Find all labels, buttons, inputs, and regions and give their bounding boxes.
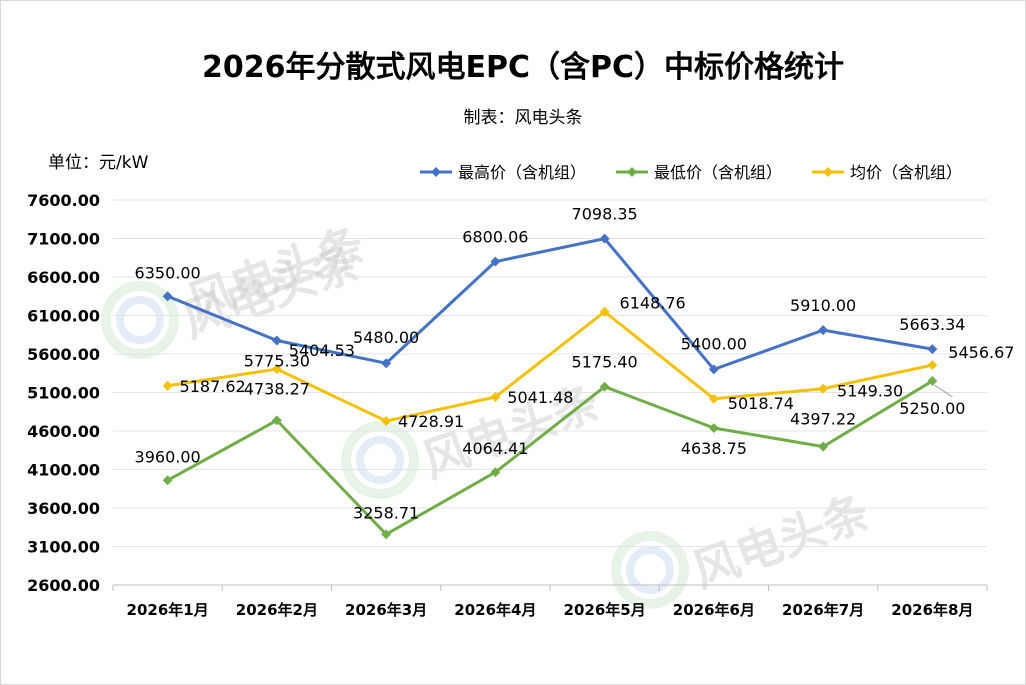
series-0-data-label: 5400.00 xyxy=(681,334,747,353)
series-0-data-label: 7098.35 xyxy=(572,205,638,224)
series-1-point xyxy=(381,529,392,540)
legend-marker-1 xyxy=(627,167,637,177)
series-2-data-label: 5404.53 xyxy=(289,341,355,360)
series-0-point xyxy=(162,291,173,302)
series-2-data-label: 5018.74 xyxy=(728,394,794,413)
series-2-point xyxy=(818,383,829,394)
series-1-point xyxy=(271,415,282,426)
series-2-data-label: 5149.30 xyxy=(837,382,903,401)
series-group xyxy=(162,233,938,540)
series-1-point xyxy=(708,423,719,433)
y-tick-label: 7100.00 xyxy=(27,230,100,249)
series-1-point xyxy=(818,441,829,452)
y-tick-label: 5600.00 xyxy=(27,345,100,364)
series-0-point xyxy=(599,233,610,244)
x-tick-label: 2026年2月 xyxy=(236,601,318,619)
watermark-logo-icon xyxy=(611,531,689,609)
series-0-point xyxy=(927,344,938,355)
series-1-data-label: 4638.75 xyxy=(681,439,747,458)
series-0-data-label: 6800.06 xyxy=(462,228,528,247)
series-0-data-label: 5775.30 xyxy=(244,352,310,371)
series-0-point xyxy=(818,325,829,336)
y-tick-label: 5100.00 xyxy=(27,384,100,403)
series-1-data-label: 5250.00 xyxy=(899,399,965,418)
series-2-data-label: 5456.67 xyxy=(948,343,1014,362)
legend-marker-0 xyxy=(431,167,441,177)
series-2-point xyxy=(162,380,173,391)
series-line-2 xyxy=(167,310,933,423)
series-2-point xyxy=(927,360,938,370)
x-tick-label: 2026年1月 xyxy=(127,601,209,619)
series-2-data-label: 5187.62 xyxy=(180,377,246,396)
series-1-data-label: 3258.71 xyxy=(353,503,419,522)
watermark-text: 风电头条 xyxy=(685,485,876,599)
y-tick-label: 3600.00 xyxy=(27,499,100,518)
legend-label-1: 最低价（含机组） xyxy=(654,163,782,182)
series-0-point xyxy=(271,335,282,346)
legend-label-0: 最高价（含机组） xyxy=(458,163,586,182)
y-tick-label: 4100.00 xyxy=(27,461,100,480)
y-tick-label: 6600.00 xyxy=(27,268,100,287)
unit-label: 单位：元/kW xyxy=(48,153,149,173)
watermark-logo-inner-icon xyxy=(356,436,404,484)
series-2-point xyxy=(708,393,719,404)
series-1-data-label: 3960.00 xyxy=(135,447,201,466)
y-tick-label: 4600.00 xyxy=(27,422,100,441)
legend-marker-2 xyxy=(823,167,833,177)
watermark-logo-icon xyxy=(341,421,419,499)
watermark-logo-inner-icon xyxy=(626,546,674,594)
legend: 最高价（含机组） 最低价（含机组） 均价（含机组） xyxy=(420,163,962,182)
x-tick-label: 2026年8月 xyxy=(891,601,973,619)
x-tick-label: 2026年5月 xyxy=(564,601,646,619)
legend-label-2: 均价（含机组） xyxy=(850,163,962,182)
series-0-data-label: 5663.34 xyxy=(899,315,965,334)
series-0-data-label: 6350.00 xyxy=(135,263,201,282)
y-tick-label: 6100.00 xyxy=(27,307,100,326)
series-1-point xyxy=(927,376,938,386)
series-1-point xyxy=(490,467,501,478)
data-labels: 6350.00 5775.30 5480.00 6800.06 7098.35 5400.… xyxy=(135,205,1015,523)
series-1-data-label: 5175.40 xyxy=(572,353,638,372)
series-0-point xyxy=(708,364,719,375)
series-2-data-label: 5041.48 xyxy=(507,388,573,407)
watermark-logo-inner-icon xyxy=(116,296,164,344)
series-2-point xyxy=(381,416,392,427)
series-0-point xyxy=(381,358,392,369)
x-axis-ticks: 2026年1月 2026年2月 2026年3月 2026年4月 2026年5月 2026年… xyxy=(112,585,988,619)
x-tick-label: 2026年6月 xyxy=(673,601,755,619)
label-leader-line xyxy=(934,384,953,398)
series-1-data-label: 4738.27 xyxy=(244,379,310,398)
series-1-point xyxy=(599,381,610,392)
series-2-point xyxy=(271,364,282,375)
series-1-point xyxy=(162,475,173,486)
series-1-data-label: 4064.41 xyxy=(462,439,528,458)
x-tick-label: 2026年3月 xyxy=(345,601,427,619)
series-0-data-label: 5480.00 xyxy=(353,328,419,347)
y-axis-ticks: 2600.00 3100.00 3600.00 4100.00 4600.00 5100.… xyxy=(27,191,100,595)
series-2-data-label: 4728.91 xyxy=(398,412,464,431)
series-line-0 xyxy=(167,237,933,371)
y-tick-label: 3100.00 xyxy=(27,538,100,557)
series-2-data-label: 6148.76 xyxy=(620,294,686,313)
series-line-1 xyxy=(166,379,934,536)
series-0-data-label: 5910.00 xyxy=(790,296,856,315)
y-tick-label: 7600.00 xyxy=(27,191,100,210)
chart-title: 2026年分散式风电EPC（含PC）中标价格统计 xyxy=(202,50,844,85)
x-tick-label: 2026年7月 xyxy=(782,601,864,619)
y-tick-label: 2600.00 xyxy=(27,576,100,595)
series-1-data-label: 4397.22 xyxy=(790,410,856,429)
series-0-point xyxy=(490,256,501,267)
series-2-point xyxy=(599,306,610,317)
chart-subtitle: 制表：风电头条 xyxy=(464,108,583,128)
x-tick-label: 2026年4月 xyxy=(454,601,536,619)
series-2-point xyxy=(490,392,501,402)
